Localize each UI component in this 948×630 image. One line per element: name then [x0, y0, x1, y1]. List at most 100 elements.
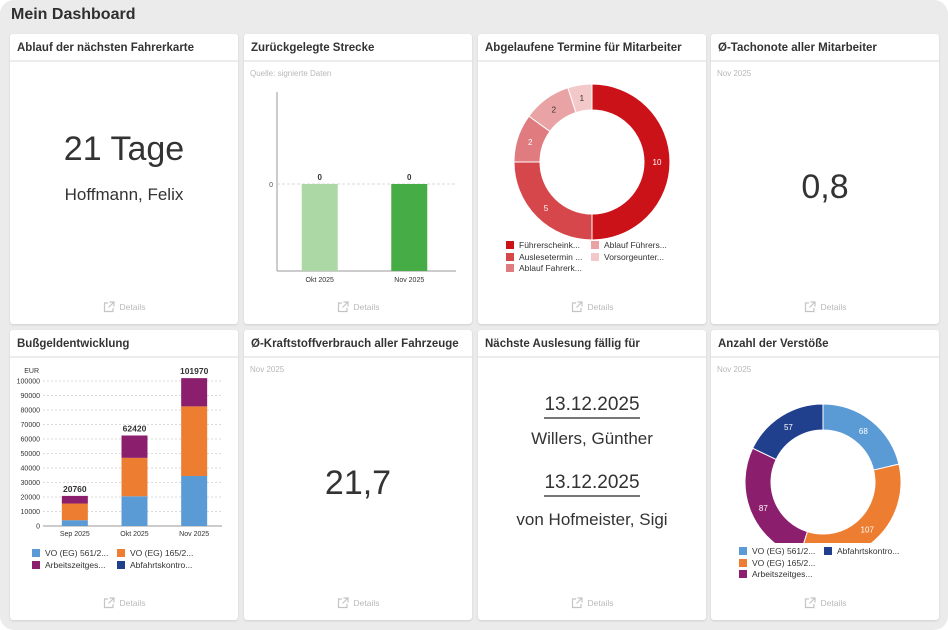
- legend-label: Abfahrtskontro...: [130, 559, 193, 570]
- card-tachonote: Ø-Tachonote aller Mitarbeiter Nov 2025 0…: [711, 34, 939, 324]
- due-date-link[interactable]: 13.12.2025: [544, 472, 640, 497]
- slice-label: 2: [552, 105, 557, 114]
- bar-segment[interactable]: [121, 457, 148, 497]
- card-title: Ø-Tachonote aller Mitarbeiter: [711, 34, 939, 62]
- legend-item[interactable]: Abfahrtskontro...: [824, 546, 899, 556]
- card-kraftstoff: Ø-Kraftstoffverbrauch aller Fahrzeuge No…: [244, 330, 472, 620]
- details-label: Details: [119, 598, 146, 608]
- legend-item[interactable]: Auslesetermin ...: [506, 252, 582, 262]
- y-tick-label: 40000: [21, 466, 41, 473]
- legend-swatch: [824, 547, 832, 555]
- data-label: 0: [407, 173, 412, 182]
- legend-item[interactable]: Arbeitszeitges...: [32, 560, 105, 570]
- legend-item[interactable]: Ablauf Fahrerk...: [506, 263, 582, 273]
- period-label: Nov 2025: [250, 365, 285, 374]
- external-link-icon: [337, 301, 354, 313]
- legend-item[interactable]: Abfahrtskontro...: [117, 560, 192, 570]
- x-tick-label: Nov 2025: [394, 277, 424, 284]
- bar[interactable]: [391, 184, 428, 271]
- legend-swatch: [739, 558, 747, 567]
- legend-label: Arbeitszeitges...: [752, 569, 813, 579]
- slice-label: 5: [544, 204, 549, 213]
- legend-item[interactable]: Vorsorgeunter...: [591, 252, 664, 262]
- period-label: Nov 2025: [717, 365, 752, 374]
- details-label: Details: [353, 302, 380, 312]
- legend-swatch: [506, 241, 514, 249]
- bar-segment[interactable]: [61, 520, 88, 526]
- bar-segment[interactable]: [181, 378, 208, 407]
- donut-slice[interactable]: [591, 83, 671, 241]
- bar-segment[interactable]: [61, 495, 88, 504]
- y-tick-label: 100000: [17, 379, 40, 386]
- y-tick-label: 20000: [21, 495, 41, 502]
- y-tick-label: 90000: [21, 393, 41, 400]
- legend-item[interactable]: Führerscheink...: [506, 240, 580, 250]
- legend-item[interactable]: VO (EG) 561/2...: [32, 548, 108, 558]
- external-link-icon: [103, 597, 120, 609]
- bar-segment[interactable]: [181, 475, 208, 526]
- legend-swatch: [506, 264, 514, 272]
- donut-slice[interactable]: [800, 463, 902, 543]
- legend-label: Abfahrtskontro...: [837, 546, 900, 556]
- external-link-icon: [103, 301, 120, 313]
- bar[interactable]: [301, 184, 338, 271]
- legend-item[interactable]: VO (EG) 165/2...: [739, 558, 815, 568]
- details-link[interactable]: Details: [711, 597, 939, 609]
- due-date-link[interactable]: 13.12.2025: [544, 394, 640, 419]
- fuel-value: 21,7: [324, 464, 392, 502]
- card-title: Anzahl der Verstöße: [711, 330, 939, 358]
- details-link[interactable]: Details: [244, 597, 472, 609]
- card-title: Ø-Kraftstoffverbrauch aller Fahrzeuge: [244, 330, 472, 358]
- days-value: 21 Tage: [63, 130, 185, 168]
- legend-label: Arbeitszeitges...: [45, 559, 106, 570]
- legend-label: VO (EG) 561/2...: [752, 546, 816, 556]
- legend-item[interactable]: Arbeitszeitges...: [739, 569, 812, 579]
- y-tick-label: 30000: [21, 480, 41, 487]
- tachonote-value: 0,8: [801, 168, 849, 206]
- donut-slice[interactable]: [752, 403, 824, 461]
- donut-slice[interactable]: [822, 403, 900, 471]
- donut-slice[interactable]: [744, 447, 808, 543]
- total-label: 62420: [123, 423, 147, 433]
- legend-swatch: [32, 560, 40, 569]
- donut-slice[interactable]: [567, 83, 593, 114]
- details-link[interactable]: Details: [244, 301, 472, 313]
- y-tick-label: 10000: [21, 509, 41, 516]
- details-label: Details: [119, 302, 146, 312]
- legend-label: VO (EG) 165/2...: [752, 557, 816, 568]
- legend-label: Führerscheink...: [519, 240, 580, 250]
- details-link[interactable]: Details: [711, 301, 939, 313]
- y-tick-label: 60000: [21, 437, 41, 444]
- details-link[interactable]: Details: [10, 301, 238, 313]
- bar-segment[interactable]: [61, 503, 88, 521]
- slice-label: 87: [759, 504, 768, 513]
- donut-slice[interactable]: [513, 161, 593, 241]
- bar-segment[interactable]: [181, 406, 208, 476]
- chart-strecke: 0 0 Okt 2025 0 Nov 2025: [269, 92, 456, 284]
- legend-item[interactable]: Ablauf Führers...: [591, 240, 667, 250]
- legend-item[interactable]: VO (EG) 165/2...: [117, 548, 193, 558]
- details-link[interactable]: Details: [478, 597, 706, 609]
- card-verstoesse: Anzahl der Verstöße Nov 2025 68 107 87 57 V…: [711, 330, 939, 620]
- chart-bussgeld: EUR 0 10000 20000 30000 40000 50000 60000 70000 8…: [17, 366, 222, 538]
- page-title: Mein Dashboard: [11, 6, 136, 23]
- legend-swatch: [117, 549, 125, 557]
- y-tick-label: 80000: [21, 408, 41, 415]
- legend-label: Vorsorgeunter...: [604, 251, 665, 262]
- slice-label: 68: [859, 427, 868, 436]
- x-tick-label: Sep 2025: [60, 531, 90, 538]
- card-strecke: Zurückgelegte Strecke Quelle: signierte …: [244, 34, 472, 324]
- y-axis-unit: EUR: [24, 368, 39, 375]
- bar-segment[interactable]: [121, 496, 148, 526]
- details-link[interactable]: Details: [10, 597, 238, 609]
- total-label: 101970: [180, 366, 209, 376]
- card-fahrerkarte: Ablauf der nächsten Fahrerkarte 21 Tage …: [10, 34, 238, 324]
- period-label: Nov 2025: [717, 69, 752, 78]
- legend-label: Ablauf Fahrerk...: [519, 263, 582, 273]
- x-tick-label: Nov 2025: [179, 531, 209, 538]
- legend-item[interactable]: VO (EG) 561/2...: [739, 546, 815, 556]
- details-link[interactable]: Details: [478, 301, 706, 313]
- bar-segment[interactable]: [121, 435, 148, 458]
- driver-name: Willers, Günther: [531, 429, 653, 448]
